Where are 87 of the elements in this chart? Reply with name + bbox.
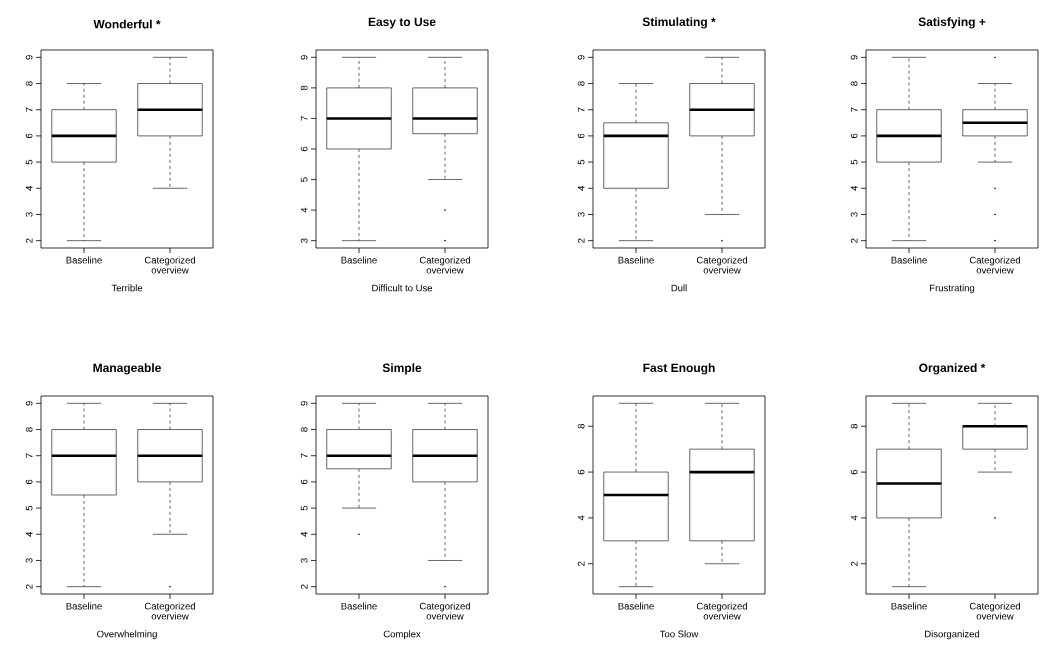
x-axis-title: Disorganized xyxy=(925,630,980,640)
x-axis-title: Overwhelming xyxy=(97,630,157,640)
x-tick-label: Baseline xyxy=(66,256,102,264)
y-tick-label: 6 xyxy=(850,133,858,139)
y-tick-label: 9 xyxy=(850,55,858,60)
x-tick-label: Categorized overview xyxy=(419,256,470,274)
y-tick-label: 5 xyxy=(300,505,308,511)
x-tick-label: Baseline xyxy=(891,602,927,610)
y-tick-label: 8 xyxy=(577,424,585,429)
y-tick-label: 7 xyxy=(300,116,308,121)
x-axis-title: Dull xyxy=(671,284,687,292)
x-tick-label: Categorized overview xyxy=(144,256,195,274)
y-tick-label: 7 xyxy=(300,453,308,458)
x-tick-label: Categorized overview xyxy=(419,602,470,620)
x-axis-title: Complex xyxy=(383,630,421,640)
x-tick-label: Baseline xyxy=(891,256,927,264)
y-tick-label: 6 xyxy=(850,469,858,475)
y-tick-label: 5 xyxy=(577,159,585,165)
chart-title: Wonderful * xyxy=(93,19,161,29)
y-tick-label: 3 xyxy=(25,212,33,217)
x-axis-title: Frustrating xyxy=(930,284,975,294)
y-tick-label: 4 xyxy=(577,515,585,521)
x-tick-label: Categorized overview xyxy=(144,602,195,620)
y-tick-label: 4 xyxy=(25,531,33,537)
y-tick-label: 2 xyxy=(577,238,585,243)
y-tick-label: 5 xyxy=(300,177,308,182)
y-tick-label: 2 xyxy=(850,561,858,566)
y-tick-label: 6 xyxy=(300,479,308,485)
x-tick-label: Baseline xyxy=(341,256,377,264)
x-axis-title: Too Slow xyxy=(659,630,699,638)
y-tick-label: 6 xyxy=(577,469,585,475)
y-tick-label: 3 xyxy=(25,558,33,563)
y-tick-label: 8 xyxy=(300,427,308,432)
y-tick-label: 4 xyxy=(577,185,585,191)
y-tick-label: 7 xyxy=(577,107,585,112)
y-tick-label: 8 xyxy=(300,85,308,91)
y-tick-label: 3 xyxy=(850,212,858,217)
y-tick-label: 9 xyxy=(25,401,33,406)
y-tick-label: 6 xyxy=(25,133,33,139)
y-tick-label: 8 xyxy=(577,81,585,86)
y-tick-label: 5 xyxy=(25,159,33,165)
x-axis-title: Terrible xyxy=(111,284,143,292)
y-tick-label: 5 xyxy=(850,159,858,165)
y-tick-label: 2 xyxy=(850,238,858,243)
y-tick-label: 9 xyxy=(300,401,308,406)
y-tick-label: 8 xyxy=(25,81,33,86)
y-tick-label: 7 xyxy=(25,107,33,112)
y-tick-label: 2 xyxy=(577,561,585,566)
y-tick-label: 4 xyxy=(300,531,308,537)
y-tick-label: 3 xyxy=(577,212,585,217)
x-tick-label: Categorized overview xyxy=(969,256,1020,274)
x-tick-label: Baseline xyxy=(618,256,654,264)
x-tick-label: Categorized overview xyxy=(969,602,1020,620)
y-tick-label: 2 xyxy=(300,584,308,589)
chart-title: Easy to Use xyxy=(368,17,436,29)
chart-title: Manageable xyxy=(93,363,161,375)
y-tick-label: 4 xyxy=(25,185,33,191)
y-tick-label: 6 xyxy=(25,479,33,485)
y-tick-label: 4 xyxy=(300,207,308,213)
y-tick-label: 8 xyxy=(850,81,858,86)
y-tick-label: 4 xyxy=(850,185,858,191)
x-tick-label: Baseline xyxy=(66,602,102,610)
x-tick-label: Categorized overview xyxy=(696,602,747,620)
y-tick-label: 9 xyxy=(577,55,585,60)
y-tick-label: 9 xyxy=(300,55,308,60)
y-tick-label: 6 xyxy=(577,133,585,139)
chart-title: Stimulating * xyxy=(642,17,716,29)
y-tick-label: 3 xyxy=(300,238,308,243)
y-tick-label: 8 xyxy=(25,427,33,432)
chart-title: Organized * xyxy=(919,363,986,375)
chart-title: Simple xyxy=(382,363,422,375)
x-tick-label: Categorized overview xyxy=(696,256,747,274)
y-tick-label: 7 xyxy=(25,453,33,458)
y-tick-label: 2 xyxy=(25,238,33,243)
x-axis-title: Difficult to Use xyxy=(372,284,433,292)
chart-title: Satisfying + xyxy=(918,17,986,29)
y-tick-label: 5 xyxy=(25,505,33,511)
y-tick-label: 4 xyxy=(850,515,858,521)
y-tick-label: 9 xyxy=(25,55,33,60)
y-tick-label: 7 xyxy=(850,107,858,112)
y-tick-label: 8 xyxy=(850,424,858,429)
x-tick-label: Baseline xyxy=(618,602,654,610)
chart-title: Fast Enough xyxy=(643,363,715,375)
y-tick-label: 3 xyxy=(300,558,308,563)
x-tick-label: Baseline xyxy=(341,602,377,610)
y-tick-label: 2 xyxy=(25,584,33,589)
y-tick-label: 6 xyxy=(300,146,308,152)
